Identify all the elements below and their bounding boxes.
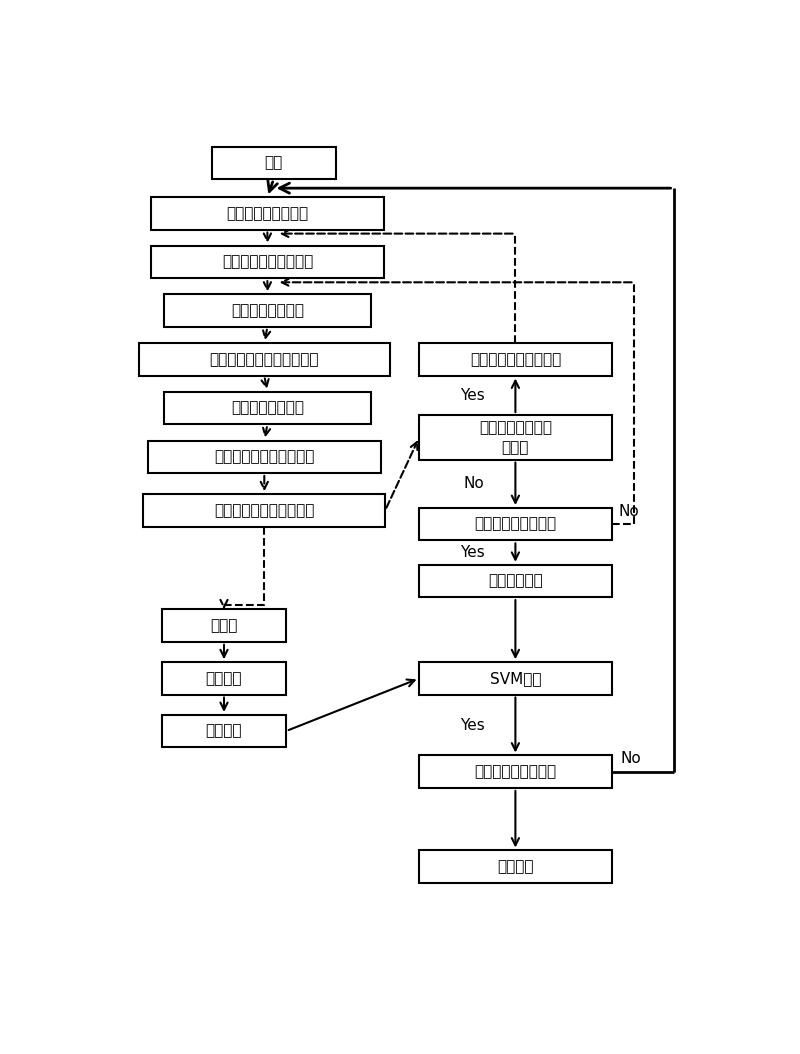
FancyBboxPatch shape <box>163 392 371 425</box>
FancyBboxPatch shape <box>162 609 286 642</box>
Text: 是否满足加速迭代
条件？: 是否满足加速迭代 条件？ <box>479 419 552 454</box>
Text: 生成新的变量加速区间: 生成新的变量加速区间 <box>470 352 561 367</box>
Text: Yes: Yes <box>460 545 485 560</box>
FancyBboxPatch shape <box>162 715 286 747</box>
FancyBboxPatch shape <box>163 294 371 327</box>
FancyBboxPatch shape <box>138 344 390 375</box>
FancyBboxPatch shape <box>419 415 611 460</box>
FancyBboxPatch shape <box>419 565 611 598</box>
Text: 选择、杂交及变异操作计算: 选择、杂交及变异操作计算 <box>210 352 319 367</box>
Text: 样本输入: 样本输入 <box>206 724 242 739</box>
Text: 生成新群体及适应度评价: 生成新群体及适应度评价 <box>214 449 314 465</box>
FancyBboxPatch shape <box>151 246 384 278</box>
FancyBboxPatch shape <box>211 147 336 179</box>
Text: 随机生成初始方案群体: 随机生成初始方案群体 <box>222 254 313 270</box>
FancyBboxPatch shape <box>151 197 384 230</box>
FancyBboxPatch shape <box>419 756 611 788</box>
Text: 是否满足结束条件？: 是否满足结束条件？ <box>474 764 557 779</box>
Text: Yes: Yes <box>460 388 485 403</box>
Text: 样本分类: 样本分类 <box>206 670 242 686</box>
Text: 选择并生成优秀方案群体: 选择并生成优秀方案群体 <box>214 503 314 518</box>
Text: 解码及适应度评价: 解码及适应度评价 <box>231 304 304 318</box>
Text: No: No <box>464 476 485 491</box>
Text: 优化后的参数: 优化后的参数 <box>488 573 542 588</box>
FancyBboxPatch shape <box>419 508 611 541</box>
Text: 模拟退火操作计算: 模拟退火操作计算 <box>231 401 304 415</box>
FancyBboxPatch shape <box>148 441 381 473</box>
FancyBboxPatch shape <box>143 494 386 527</box>
Text: 参数设置及变量编码: 参数设置及变量编码 <box>226 206 309 221</box>
FancyBboxPatch shape <box>419 344 611 375</box>
Text: 预测输出: 预测输出 <box>497 859 534 874</box>
FancyBboxPatch shape <box>162 662 286 695</box>
Text: Yes: Yes <box>460 718 485 733</box>
Text: 开始: 开始 <box>265 156 282 171</box>
Text: No: No <box>621 752 642 766</box>
FancyBboxPatch shape <box>419 662 611 695</box>
Text: No: No <box>619 505 640 520</box>
Text: SVM模型: SVM模型 <box>490 670 541 686</box>
FancyBboxPatch shape <box>419 851 611 883</box>
Text: 是否满足结束条件？: 是否满足结束条件？ <box>474 516 557 531</box>
Text: 预处理: 预处理 <box>210 618 238 633</box>
